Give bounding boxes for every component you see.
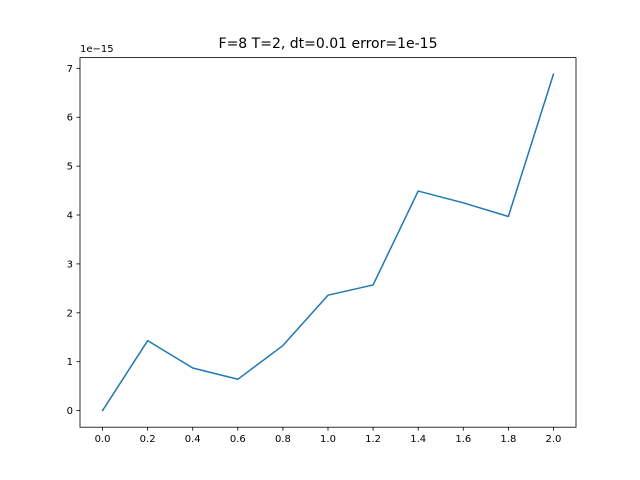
x-tick-label: 1.6 — [455, 434, 471, 445]
plot-area — [101, 73, 555, 412]
y-tick-label: 4 — [67, 211, 73, 222]
y-tick-label: 3 — [67, 259, 73, 270]
y-tick-label: 2 — [67, 308, 73, 319]
x-tick-label: 1.0 — [320, 434, 336, 445]
x-tick-label: 0.6 — [230, 434, 246, 445]
y-tick-label: 6 — [67, 113, 73, 124]
series-line — [101, 73, 555, 412]
x-tick-label: 1.8 — [500, 434, 516, 445]
y-tick-label: 1 — [67, 357, 73, 368]
y-tick-label: 0 — [67, 406, 73, 417]
x-tick-label: 0.0 — [95, 434, 111, 445]
x-tick-label: 0.8 — [275, 434, 291, 445]
x-tick-label: 0.4 — [185, 434, 201, 445]
chart-title: F=8 T=2, dt=0.01 error=1e-15 — [219, 36, 438, 52]
y-tick-label: 7 — [67, 64, 73, 75]
x-tick-label: 1.2 — [365, 434, 381, 445]
x-tick-label: 2.0 — [546, 434, 562, 445]
y-tick-label: 5 — [67, 162, 73, 173]
y-axis-offset-label: 1e−15 — [80, 44, 114, 55]
axes-frame — [79, 57, 577, 428]
ticks-layer: 0.0 0.2 0.4 0.6 0.8 1.0 1.2 1.4 1.6 1.8 2.0 0 1 2 3 4 5 6… — [67, 64, 562, 445]
x-tick-label: 1.4 — [410, 434, 426, 445]
x-tick-label: 0.2 — [140, 434, 156, 445]
